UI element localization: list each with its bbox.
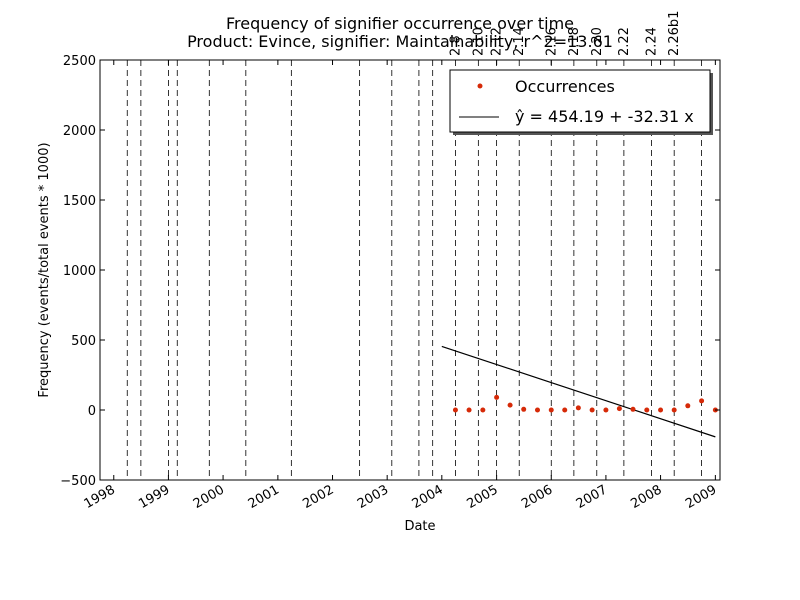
data-point [658, 407, 664, 413]
x-tick-label: 2009 [683, 482, 719, 512]
chart-title: Frequency of signifier occurrence over t… [225, 14, 575, 33]
data-point [480, 407, 486, 413]
x-tick-label: 2006 [519, 482, 555, 512]
y-tick-label: 1500 [63, 194, 96, 209]
y-tick-label: −500 [60, 474, 96, 489]
data-point [548, 407, 554, 413]
x-tick-label: 2001 [246, 482, 282, 512]
x-tick-label: 2007 [574, 482, 610, 512]
data-point [589, 407, 595, 413]
fit-line [441, 345, 716, 438]
data-point [534, 407, 540, 413]
x-tick-label: 1999 [136, 482, 172, 512]
x-tick-label: 2000 [191, 482, 227, 512]
fit-line-layer [441, 345, 716, 438]
release-marker-label: 2.18 [567, 27, 582, 56]
release-marker-label: 2.24 [644, 27, 659, 56]
release-marker-label: 2.22 [617, 27, 632, 56]
data-point [616, 406, 622, 412]
x-tick-label: 2005 [464, 482, 500, 512]
release-marker-label: 2.10 [471, 27, 486, 56]
occurrence-points [452, 394, 718, 413]
release-marker-label: 2.20 [590, 27, 605, 56]
data-point [685, 403, 691, 409]
y-tick-label: 1000 [63, 264, 96, 279]
legend-box [449, 69, 711, 133]
legend-fit-line-label: ŷ = 454.19 + -32.31 x [515, 107, 694, 126]
legend-occurrences-label: Occurrences [515, 77, 615, 96]
release-marker-label: 2.26b1 [667, 11, 682, 56]
y-axis-ticks: −500 0 500 1000 1500 2000 2500 [60, 54, 720, 489]
x-tick-label: 2004 [410, 482, 446, 512]
release-marker-label: 2.14 [512, 27, 527, 56]
legend-occurrences-marker [477, 83, 483, 89]
y-tick-label: 500 [71, 334, 96, 349]
y-axis-label: Frequency (events/total events * 1000) [37, 142, 52, 397]
data-point [521, 406, 527, 412]
data-point [466, 407, 472, 413]
legend: Occurrences ŷ = 454.19 + -32.31 x [449, 69, 713, 135]
data-point [575, 405, 581, 411]
chart-subtitle: Product: Evince, signifier: Maintainabil… [187, 32, 613, 51]
data-point [699, 398, 705, 404]
data-point [630, 406, 636, 412]
x-tick-label: 2008 [628, 482, 664, 512]
y-tick-label: 0 [88, 404, 96, 419]
release-marker-label: 2.8 [448, 35, 463, 56]
y-tick-label: 2000 [63, 124, 96, 139]
data-point [603, 407, 609, 413]
data-point [671, 407, 677, 413]
data-point [452, 407, 458, 413]
data-point [644, 407, 650, 413]
x-axis-label: Date [404, 519, 435, 534]
x-tick-label: 2003 [355, 482, 391, 512]
data-point [562, 407, 568, 413]
data-point [494, 394, 500, 400]
release-marker-label: 2.12 [490, 27, 505, 56]
release-marker-labels: 2.8 2.10 2.12 2.14 2.16 2.18 2.20 2.22 2.24 2.26b… [448, 11, 682, 56]
release-marker-label: 2.16 [544, 27, 559, 56]
data-point [507, 402, 513, 408]
x-tick-label: 2002 [300, 482, 336, 512]
y-tick-label: 2500 [63, 54, 96, 69]
